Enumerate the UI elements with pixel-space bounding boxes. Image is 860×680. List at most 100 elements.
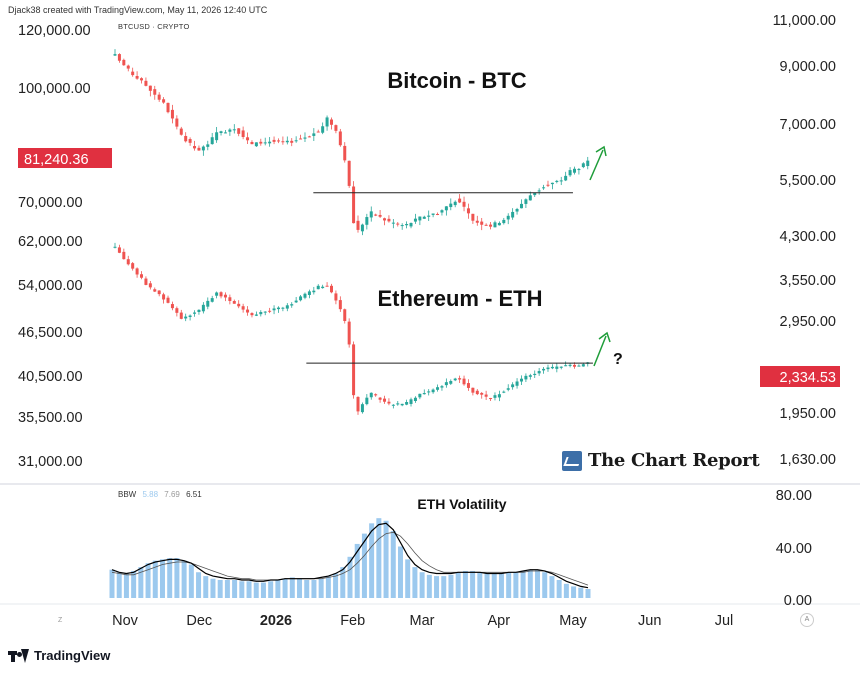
eth-candle-15: [179, 312, 183, 319]
btc-candle-51: [338, 131, 342, 146]
eth-candle-66: [405, 402, 409, 405]
eth-candle-59: [374, 394, 378, 396]
btc-candle-87: [497, 222, 501, 226]
eth-candle-47: [321, 286, 325, 289]
bbw-value-1: 5.88: [142, 490, 159, 499]
btc-candle-47: [321, 126, 325, 133]
btc-axis-tick-2: 70,000.00: [18, 195, 83, 211]
eth-candle-2: [122, 251, 126, 260]
btc-candle-99: [550, 182, 554, 185]
right-axis-tick-6: 2,950.00: [780, 314, 836, 330]
eth-candle-41: [294, 300, 298, 303]
eth-candle-50: [334, 293, 338, 301]
bbw-bar-34: [354, 543, 360, 598]
btc-candle-28: [237, 128, 241, 134]
btc-candle-101: [559, 180, 563, 182]
btc-candle-40: [290, 140, 294, 143]
bbw-bar-63: [563, 583, 569, 598]
btc-candle-11: [162, 99, 166, 103]
bbw-bar-50: [470, 570, 476, 598]
bbw-bar-60: [542, 572, 548, 598]
bbw-bar-28: [311, 579, 317, 598]
eth-candle-74: [440, 386, 444, 388]
right-axis-tick-2: 7,000.00: [780, 117, 836, 133]
btc-candle-26: [228, 129, 232, 132]
bbw-bar-26: [297, 578, 303, 598]
bbw-axis-tick-2: 0.00: [784, 593, 812, 609]
eth-candle-34: [263, 311, 267, 313]
bbw-bar-46: [441, 576, 447, 598]
auto-scale-button[interactable]: A: [800, 613, 814, 627]
eth-candle-102: [564, 365, 568, 367]
zoom-button[interactable]: Z: [58, 617, 63, 624]
btc-candle-85: [489, 224, 493, 227]
tradingview-logo[interactable]: TradingView: [8, 648, 110, 663]
eth-candle-48: [325, 285, 329, 287]
btc-candle-104: [572, 168, 576, 173]
eth-candle-9: [153, 289, 157, 292]
btc-candle-13: [170, 109, 174, 119]
bbw-bar-39: [390, 531, 396, 598]
x-axis-tick-8: Jul: [715, 613, 734, 629]
btc-title: Bitcoin - BTC: [387, 68, 526, 93]
eth-candle-87: [497, 394, 501, 398]
right-axis-tick-3: 5,500.00: [780, 173, 836, 189]
btc-candle-74: [440, 210, 444, 213]
eth-candle-40: [290, 304, 294, 306]
eth-candle-51: [338, 300, 342, 310]
eth-candle-90: [511, 384, 515, 388]
btc-candle-20: [201, 146, 205, 151]
eth-candle-39: [285, 305, 289, 309]
btc-candle-23: [215, 132, 219, 141]
eth-candle-70: [422, 393, 426, 395]
eth-candle-61: [383, 398, 387, 402]
eth-candle-43: [303, 293, 307, 298]
x-axis-tick-6: May: [559, 613, 587, 629]
eth-candle-11: [162, 294, 166, 300]
bbw-bar-51: [477, 572, 483, 598]
eth-candle-101: [559, 366, 563, 368]
eth-candle-88: [502, 391, 506, 393]
btc-candle-62: [387, 218, 391, 222]
bbw-bar-53: [491, 573, 497, 598]
eth-question-mark: ?: [613, 351, 623, 368]
btc-candle-6: [140, 78, 144, 81]
btc-candle-1: [117, 54, 121, 61]
eth-candle-54: [352, 344, 356, 396]
eth-candle-10: [157, 290, 161, 295]
btc-candle-44: [307, 136, 311, 138]
x-axis-tick-7: Jun: [638, 613, 661, 629]
btc-candle-81: [471, 213, 475, 221]
eth-candle-32: [254, 314, 258, 316]
btc-candle-83: [480, 221, 484, 225]
btc-candle-2: [122, 59, 126, 66]
bbw-bar-29: [318, 578, 324, 598]
eth-candle-105: [577, 365, 581, 367]
btc-candle-43: [303, 137, 307, 139]
eth-candle-21: [206, 300, 210, 307]
chart-report-icon: [562, 450, 582, 471]
tradingview-text: TradingView: [34, 648, 111, 663]
bbw-bar-21: [260, 582, 266, 598]
eth-candle-60: [378, 397, 382, 400]
bbw-bar-11: [188, 564, 194, 598]
bbw-bar-22: [268, 581, 274, 598]
bbw-bar-43: [419, 572, 425, 598]
btc-candle-52: [343, 145, 347, 161]
btc-candle-70: [422, 216, 426, 219]
btc-candle-66: [405, 223, 409, 226]
bbw-bar-16: [224, 579, 230, 598]
btc-candle-84: [484, 224, 488, 226]
btc-candle-61: [383, 218, 387, 221]
eth-candle-99: [550, 366, 554, 369]
bbw-bar-44: [426, 574, 432, 598]
eth-candle-68: [413, 397, 417, 402]
bbw-bar-4: [138, 567, 144, 598]
eth-candle-4: [131, 263, 135, 269]
btc-candle-97: [542, 187, 546, 189]
btc-candle-19: [197, 147, 201, 151]
bbw-bar-38: [383, 520, 389, 598]
bbw-bar-23: [275, 579, 281, 598]
btc-candle-35: [268, 141, 272, 144]
btc-candle-49: [329, 119, 333, 125]
